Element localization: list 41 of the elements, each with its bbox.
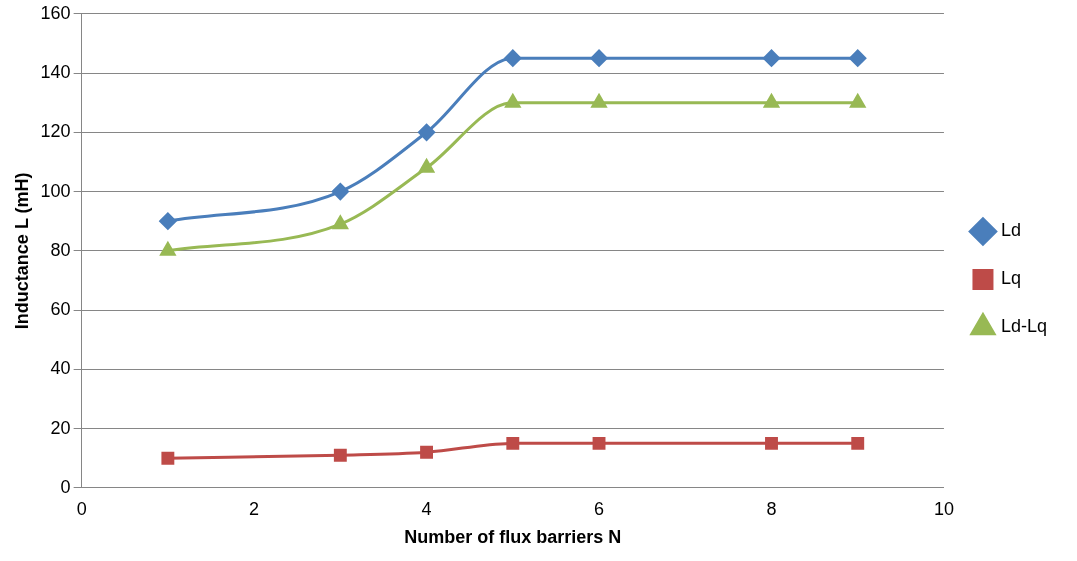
point [331,183,349,201]
point [419,159,435,173]
point [332,215,348,230]
point [161,451,175,465]
point [418,123,436,141]
point [851,436,865,450]
y-tick-label: 60 [50,299,71,320]
point [505,94,521,108]
x-tick-label: 2 [249,498,260,519]
y-tick-label: 100 [40,180,71,201]
x-tick-label: 0 [76,498,87,519]
x-tick-label: 4 [421,498,432,519]
point [765,436,778,450]
point [592,436,606,450]
legend-label: Ld-Lq [1000,316,1048,337]
point [763,49,780,67]
x-tick-label: 8 [766,498,777,519]
point [850,94,866,108]
point [849,49,867,67]
point [506,436,520,450]
point [591,94,607,108]
y-tick-label: 0 [60,476,71,497]
point [504,49,522,67]
point [590,49,608,67]
x-axis-title: Number of flux barriers N [404,527,622,548]
y-tick-label: 20 [50,417,71,438]
y-tick-label: 80 [50,239,71,260]
point [420,445,434,459]
y-axis-title: Inductance L (mH) [11,172,32,330]
x-tick-label: 10 [933,498,954,519]
point [333,448,347,462]
point [763,94,780,108]
y-tick-label: 40 [50,358,71,379]
point [160,242,176,256]
legend-label: Lq [1000,268,1021,289]
legend-label: Ld [1000,220,1021,241]
y-tick-label: 140 [40,62,71,83]
y-tick-label: 120 [40,121,71,142]
point [159,212,177,230]
x-tick-label: 6 [594,498,605,519]
y-tick-label: 160 [40,2,71,23]
